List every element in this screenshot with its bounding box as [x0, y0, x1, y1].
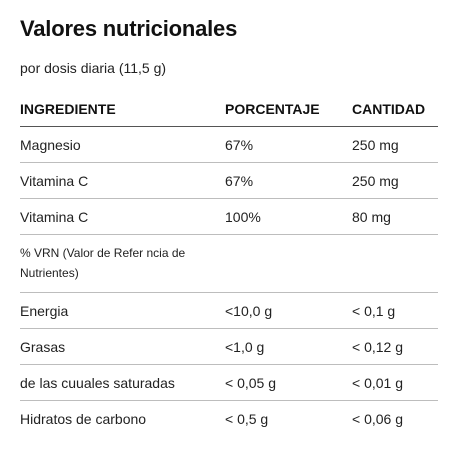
- table-row: Vitamina C 100% 80 mg: [20, 199, 438, 235]
- header-percentage: PORCENTAJE: [225, 101, 320, 117]
- ingredient-percentage: 67%: [225, 137, 254, 153]
- ingredient-amount: 250 mg: [352, 173, 399, 189]
- header-ingredient: INGREDIENTE: [20, 101, 116, 117]
- nutrient-value: <1,0 g: [225, 339, 265, 355]
- nutrient-name: Hidratos de carbono: [20, 411, 147, 427]
- nutrient-name: Grasas: [20, 339, 66, 355]
- header-amount: CANTIDAD: [352, 101, 426, 117]
- table-row: Vitamina C 67% 250 mg: [20, 163, 438, 199]
- ingredient-amount: 250 mg: [352, 137, 399, 153]
- ingredient-name: Vitamina C: [20, 209, 89, 225]
- nutrition-table: INGREDIENTE PORCENTAJE CANTIDAD Magnesio…: [20, 90, 438, 436]
- nutrient-amount: < 0,06 g: [352, 411, 403, 427]
- vrn-note-row: % VRN (Valor de Refer ncia de Nutrientes…: [20, 235, 438, 293]
- table-row: Grasas <1,0 g < 0,12 g: [20, 329, 438, 365]
- vrn-note: % VRN (Valor de Refer ncia de Nutrientes…: [20, 246, 186, 280]
- serving-size-subtitle: por dosis diaria (11,5 g): [20, 60, 167, 76]
- ingredient-percentage: 67%: [225, 173, 254, 189]
- nutrient-value: <10,0 g: [225, 303, 273, 319]
- table-header-row: INGREDIENTE PORCENTAJE CANTIDAD: [20, 90, 438, 127]
- table-row: Energia <10,0 g < 0,1 g: [20, 293, 438, 329]
- table-row: Magnesio 67% 250 mg: [20, 127, 438, 163]
- nutrient-value: < 0,5 g: [225, 411, 269, 427]
- ingredient-percentage: 100%: [225, 209, 261, 225]
- ingredient-name: Magnesio: [20, 137, 81, 153]
- page-title: Valores nutricionales: [20, 16, 238, 41]
- nutrient-value: < 0,05 g: [225, 375, 276, 391]
- table-row: Hidratos de carbono < 0,5 g < 0,06 g: [20, 401, 438, 436]
- ingredient-name: Vitamina C: [20, 173, 89, 189]
- ingredient-amount: 80 mg: [352, 209, 391, 225]
- nutrient-amount: < 0,01 g: [352, 375, 403, 391]
- nutrient-name: de las cuuales saturadas: [20, 375, 175, 391]
- nutrient-amount: < 0,1 g: [352, 303, 396, 319]
- nutrient-amount: < 0,12 g: [352, 339, 403, 355]
- table-row: de las cuuales saturadas < 0,05 g < 0,01…: [20, 365, 438, 401]
- nutrient-name: Energia: [20, 303, 69, 319]
